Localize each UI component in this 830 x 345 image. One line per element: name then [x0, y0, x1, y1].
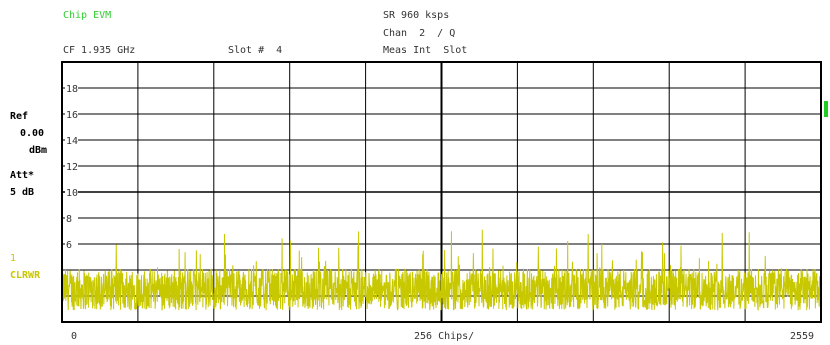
y-tick-label: 12 — [66, 162, 78, 173]
chart-frame — [61, 61, 822, 323]
y-tick-label: 8 — [66, 214, 72, 225]
x-tick-label-start: 0 — [71, 331, 78, 342]
y-tick-label: 18 — [66, 84, 78, 95]
measurement-title: Chip EVM — [63, 10, 112, 21]
symbol-rate-readout: SR 960 ksps — [383, 10, 450, 21]
y-tick-label: 6 — [66, 240, 72, 251]
attenuation-label: Att* — [10, 170, 35, 181]
ref-value: 0.00 — [20, 128, 45, 139]
ref-unit: dBm — [29, 145, 48, 156]
ref-label: Ref — [10, 111, 29, 122]
evm-trace-line — [61, 229, 822, 312]
marker-indicator-icon — [824, 101, 828, 117]
y-tick-labels: 6 8 10 12 14 16 18 — [65, 82, 78, 251]
meas-interval-readout: Meas Int Slot — [383, 45, 468, 56]
y-tick-label: 10 — [66, 188, 78, 199]
x-tick-label-end: 2559 — [790, 331, 815, 342]
trace-mode: CLRWR — [10, 270, 41, 281]
channel-readout: Chan 2 / Q — [383, 28, 456, 39]
y-tick-label: 16 — [66, 110, 78, 121]
x-axis-label: 256 Chips/ — [414, 331, 475, 342]
trace-number: 1 — [10, 253, 17, 264]
center-frequency-readout: CF 1.935 GHz — [63, 45, 136, 56]
y-tick-label: 14 — [66, 136, 78, 147]
attenuation-value: 5 dB — [10, 187, 35, 198]
slot-readout: Slot # 4 — [228, 45, 283, 56]
